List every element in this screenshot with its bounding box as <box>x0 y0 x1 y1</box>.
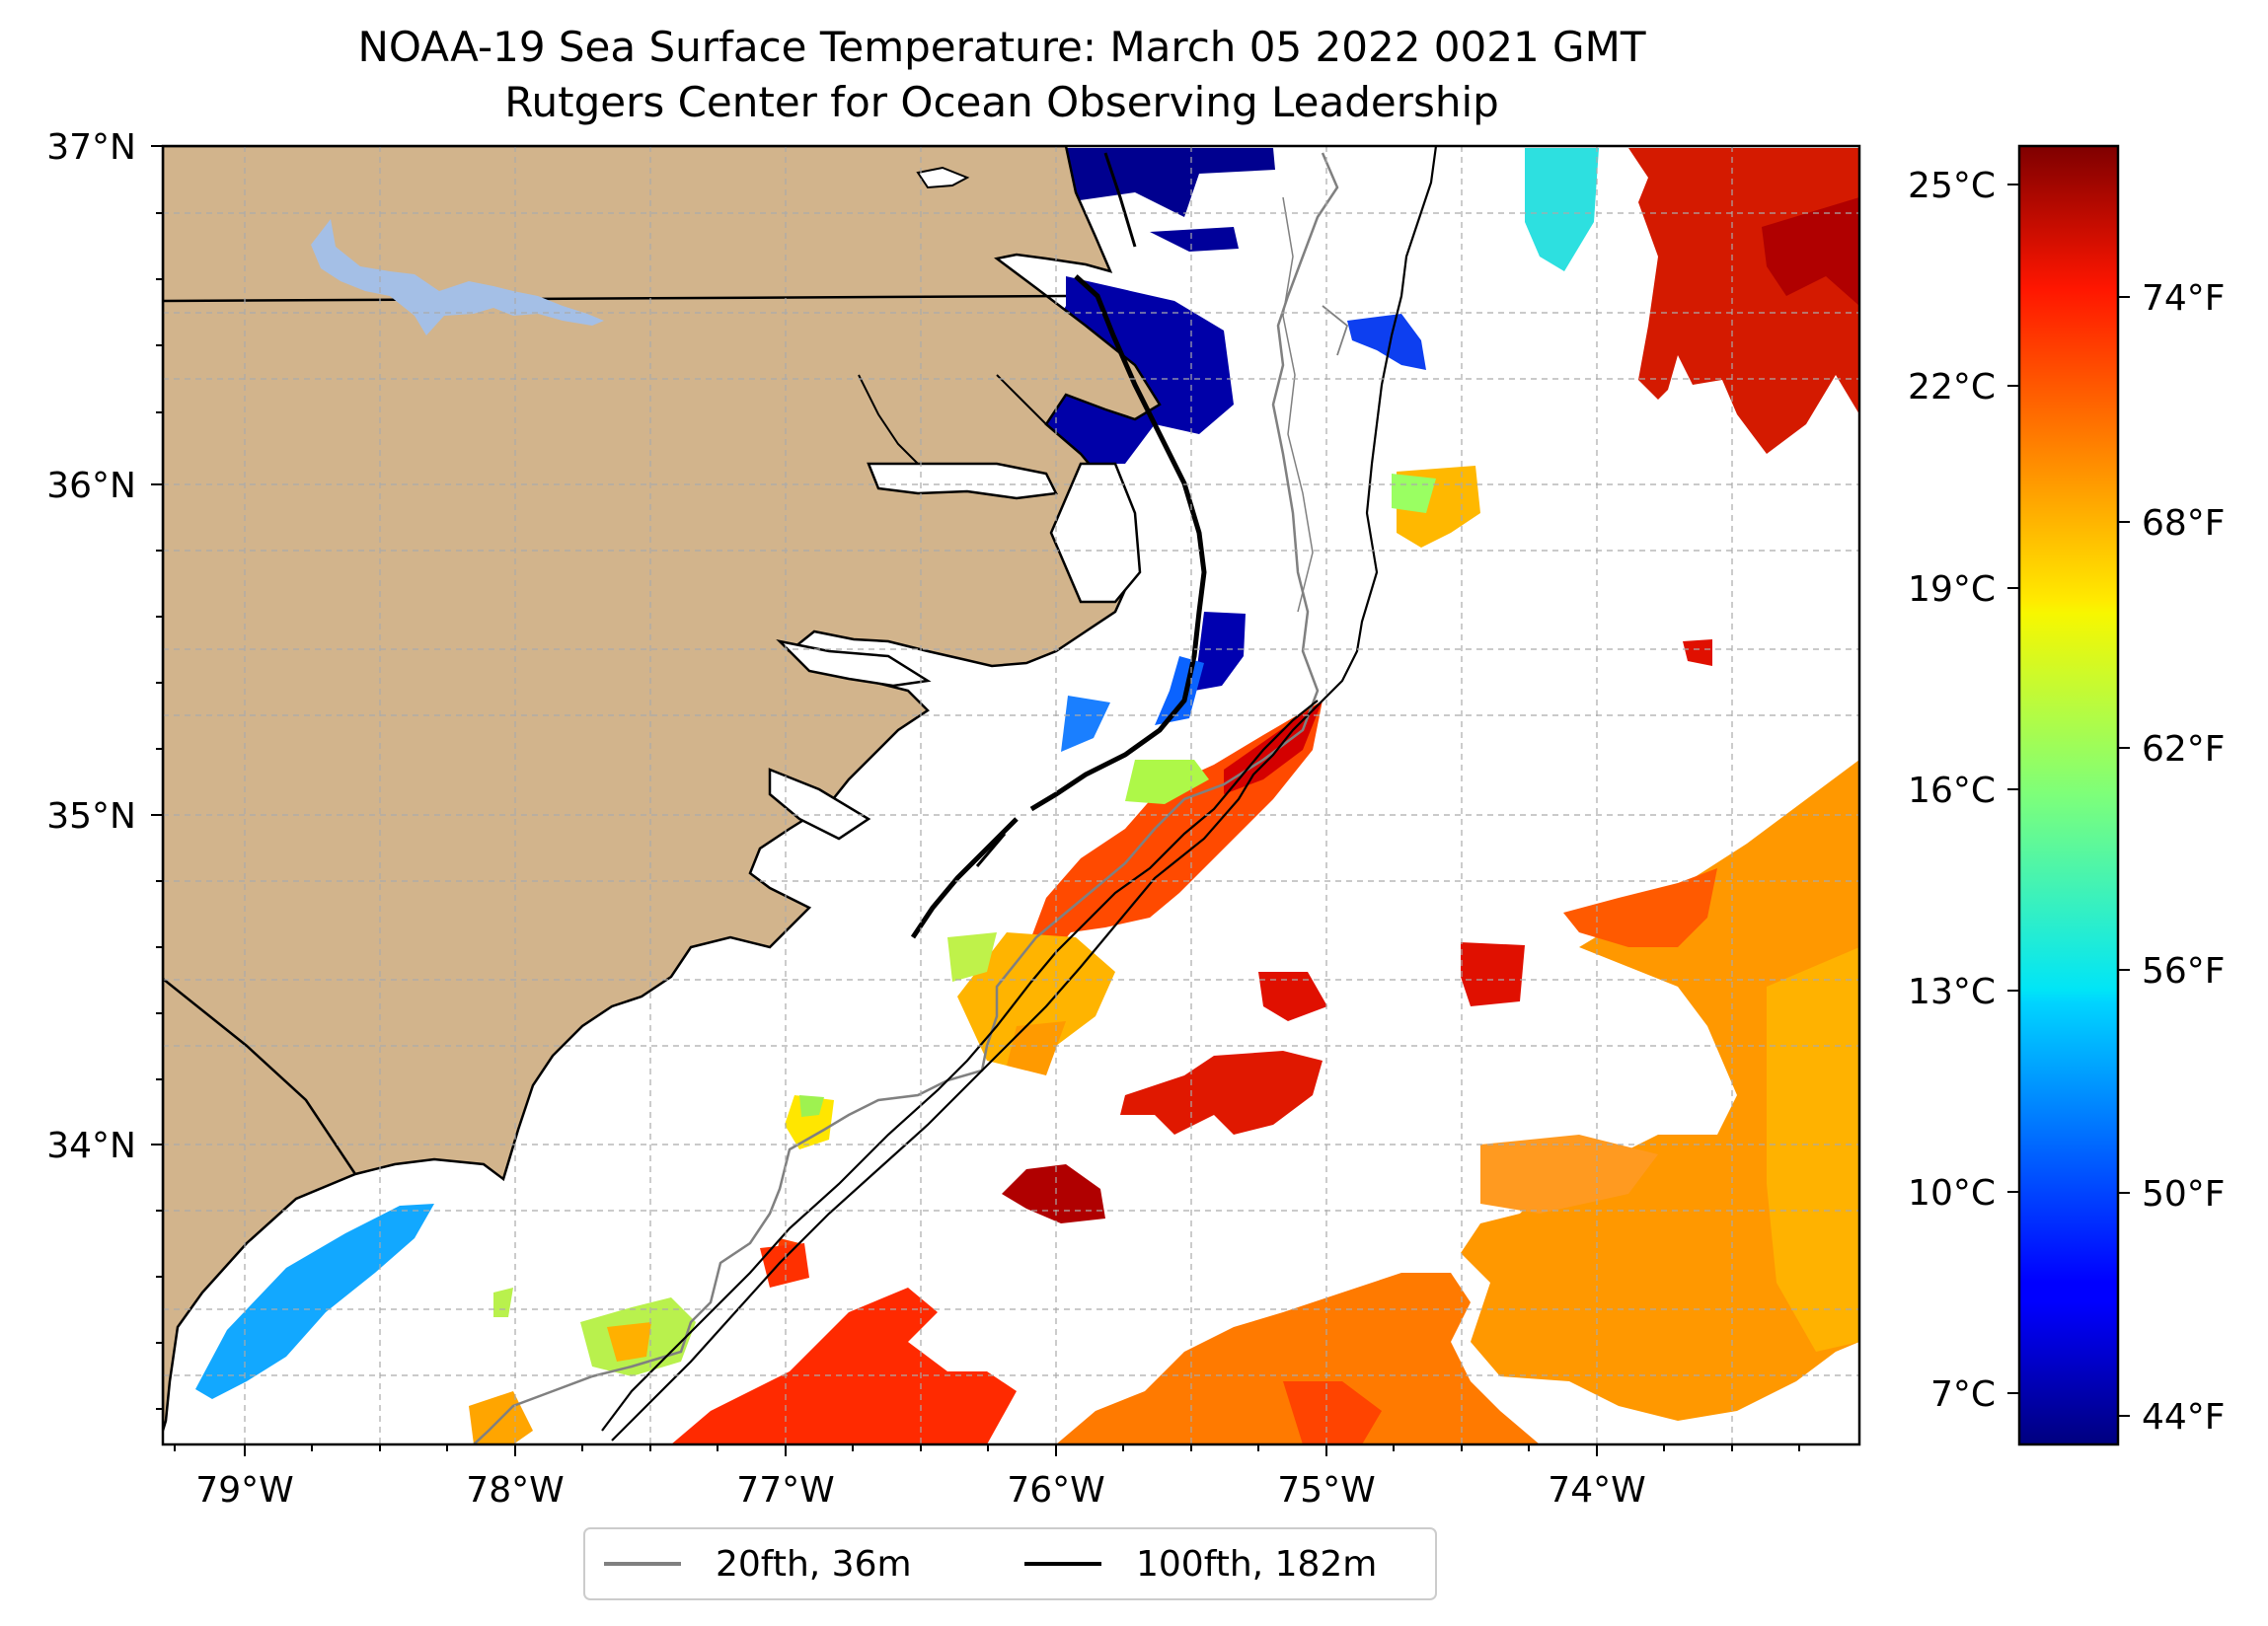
colorbar-gradient <box>2017 144 2120 1446</box>
outer-banks <box>1029 274 1207 812</box>
celsius-label: 22°C <box>1908 367 1996 407</box>
celsius-label: 19°C <box>1908 569 1996 610</box>
legend: 20fth, 36m 100fth, 182m <box>583 1527 1437 1600</box>
celsius-label: 25°C <box>1908 166 1996 206</box>
lon-label: 79°W <box>195 1470 293 1511</box>
lon-label: 75°W <box>1277 1470 1375 1511</box>
lat-label: 37°N <box>46 127 136 168</box>
lat-label: 35°N <box>46 796 136 837</box>
isobath-100fth <box>611 146 1438 1441</box>
isobath-20fth <box>473 152 1339 1444</box>
celsius-label: 16°C <box>1908 771 1996 811</box>
colorbar: 25°C 22°C 19°C 16°C 13°C 10°C 7°C 74°F 6… <box>1908 144 2226 1446</box>
longitude-labels: 79°W 78°W 77°W 76°W 75°W 74°W <box>195 1470 1645 1511</box>
map-plot-area[interactable] <box>163 146 1859 1444</box>
legend-label-100fth: 100fth, 182m <box>1136 1544 1377 1585</box>
lat-label: 36°N <box>46 466 136 506</box>
map-ticks <box>151 145 1800 1456</box>
map-frame <box>161 144 1861 1446</box>
celsius-labels: 25°C 22°C 19°C 16°C 13°C 10°C 7°C <box>1908 166 1996 1415</box>
legend-box <box>583 1527 1437 1600</box>
map-subtitle: Rutgers Center for Ocean Observing Leade… <box>504 78 1499 126</box>
fahrenheit-label: 50°F <box>2142 1174 2226 1215</box>
map-title: NOAA-19 Sea Surface Temperature: March 0… <box>358 23 1646 71</box>
lat-label: 34°N <box>46 1126 136 1166</box>
celsius-label: 13°C <box>1908 972 1996 1012</box>
map-gridlines <box>163 146 1859 1444</box>
neuse-river <box>768 768 871 841</box>
legend-label-20fth: 20fth, 36m <box>716 1544 912 1585</box>
latitude-labels: 37°N 36°N 35°N 34°N <box>46 127 136 1166</box>
celsius-label: 7°C <box>1930 1374 1996 1415</box>
celsius-label: 10°C <box>1908 1173 1996 1214</box>
pamlico-sound <box>1049 462 1142 604</box>
fahrenheit-labels: 74°F 68°F 62°F 56°F 50°F 44°F <box>2142 278 2226 1438</box>
albemarle-sound <box>867 462 1058 500</box>
fahrenheit-label: 56°F <box>2142 951 2226 992</box>
fahrenheit-label: 68°F <box>2142 503 2226 544</box>
lon-label: 74°W <box>1548 1470 1645 1511</box>
lon-label: 77°W <box>736 1470 834 1511</box>
lon-label: 76°W <box>1007 1470 1104 1511</box>
state-border-va-nc <box>163 294 1067 303</box>
fahrenheit-label: 44°F <box>2142 1397 2226 1438</box>
lon-label: 78°W <box>466 1470 564 1511</box>
bathymetry-contours <box>473 146 1438 1444</box>
fahrenheit-label: 74°F <box>2142 278 2226 319</box>
land-layer <box>163 146 1207 1432</box>
state-border-nc-sc <box>163 978 357 1175</box>
kerr-lake <box>311 219 604 335</box>
fahrenheit-label: 62°F <box>2142 729 2226 770</box>
pamlico-river <box>776 638 932 688</box>
